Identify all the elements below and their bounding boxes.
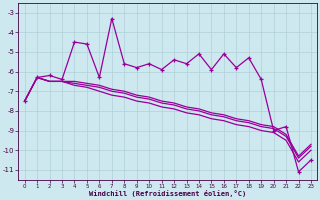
- X-axis label: Windchill (Refroidissement éolien,°C): Windchill (Refroidissement éolien,°C): [89, 190, 246, 197]
